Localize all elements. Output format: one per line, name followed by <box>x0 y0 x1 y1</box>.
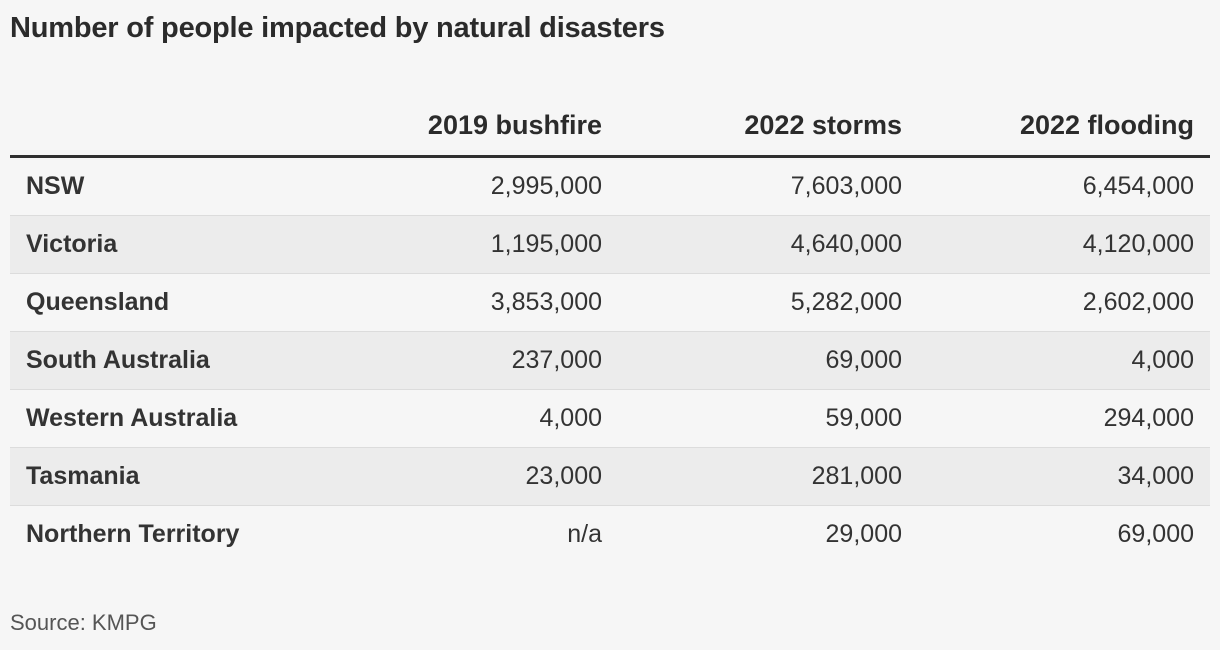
table-cell: 1,195,000 <box>490 230 602 258</box>
column-header-2022-flooding: 2022 flooding <box>1019 110 1194 140</box>
table-cell: 2,602,000 <box>1082 288 1194 316</box>
table-row: NSW 2,995,000 7,603,000 6,454,000 <box>10 158 1210 216</box>
table-cell: 4,000 <box>539 404 602 432</box>
table-cell: 4,120,000 <box>1082 230 1194 258</box>
table-cell: 2,995,000 <box>490 172 602 200</box>
table-cell: 69,000 <box>1117 520 1194 548</box>
table-cell: 59,000 <box>825 404 902 432</box>
table-cell: 3,853,000 <box>490 288 602 316</box>
chart-title: Number of people impacted by natural dis… <box>10 12 665 44</box>
row-label: Tasmania <box>26 462 140 490</box>
table-cell: 294,000 <box>1103 404 1194 432</box>
table-cell: 34,000 <box>1117 462 1194 490</box>
row-label: Western Australia <box>26 404 238 432</box>
row-label: Queensland <box>26 288 170 316</box>
table-row: Queensland 3,853,000 5,282,000 2,602,000 <box>10 274 1210 332</box>
row-label: NSW <box>26 172 85 200</box>
table-row: Northern Territory n/a 29,000 69,000 <box>10 506 1210 564</box>
table-cell: 29,000 <box>825 520 902 548</box>
table-cell: 237,000 <box>511 346 602 374</box>
table-row: Victoria 1,195,000 4,640,000 4,120,000 <box>10 216 1210 274</box>
table-row: South Australia 237,000 69,000 4,000 <box>10 332 1210 390</box>
table-header: 2019 bushfire 2022 storms 2022 flooding <box>10 96 1210 158</box>
table-cell: 4,640,000 <box>790 230 902 258</box>
data-table: 2019 bushfire 2022 storms 2022 flooding … <box>10 96 1210 564</box>
row-label: Victoria <box>26 230 118 258</box>
row-label: South Australia <box>26 346 210 374</box>
table-cell: 6,454,000 <box>1082 172 1194 200</box>
table-cell: 281,000 <box>811 462 902 490</box>
table-cell: 69,000 <box>825 346 902 374</box>
table-cell: 7,603,000 <box>790 172 902 200</box>
table-cell: 23,000 <box>525 462 602 490</box>
table-cell: 4,000 <box>1131 346 1194 374</box>
row-label: Northern Territory <box>26 520 240 548</box>
table-cell: 5,282,000 <box>790 288 902 316</box>
table-row: Tasmania 23,000 281,000 34,000 <box>10 448 1210 506</box>
column-header-2019-bushfire: 2019 bushfire <box>427 110 602 140</box>
column-header-2022-storms: 2022 storms <box>744 110 902 140</box>
source-note: Source: KMPG <box>10 610 157 635</box>
table-row: Western Australia 4,000 59,000 294,000 <box>10 390 1210 448</box>
table-cell: n/a <box>567 520 602 548</box>
